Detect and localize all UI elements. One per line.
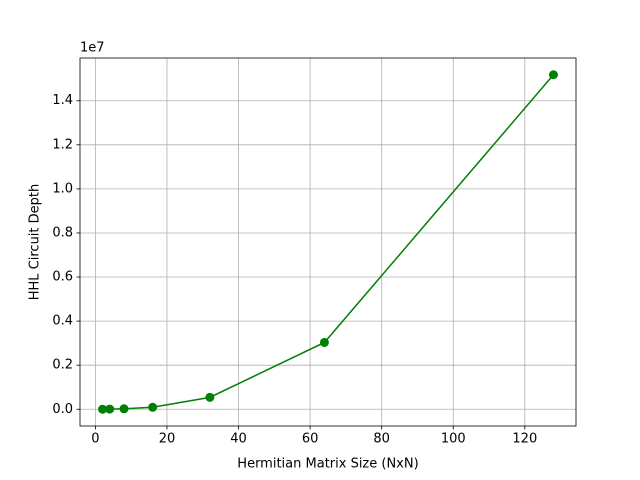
y-axis-label: HHL Circuit Depth — [28, 184, 43, 301]
y-tick-label: 1.0 — [52, 181, 73, 196]
data-point — [319, 337, 329, 347]
y-offset-label: 1e7 — [80, 41, 105, 56]
y-tick-label: 0.4 — [52, 314, 73, 329]
x-tick-label: 0 — [91, 432, 99, 447]
y-tick-label: 0.6 — [52, 270, 73, 285]
x-tick-label: 60 — [302, 432, 319, 447]
data-point — [148, 402, 158, 412]
data-point — [548, 70, 558, 80]
x-tick-label: 80 — [373, 432, 390, 447]
data-point — [98, 404, 108, 414]
y-tick-label: 0.0 — [52, 402, 73, 417]
x-axis-label: Hermitian Matrix Size (NxN) — [237, 457, 418, 472]
x-tick-label: 120 — [512, 432, 537, 447]
x-tick-label: 40 — [230, 432, 247, 447]
x-tick-label: 100 — [441, 432, 466, 447]
x-tick-label: 20 — [159, 432, 176, 447]
data-point — [105, 404, 115, 414]
y-tick-label: 0.2 — [52, 358, 73, 373]
y-tick-label: 0.8 — [52, 225, 73, 240]
data-point — [205, 392, 215, 402]
y-tick-label: 1.4 — [52, 93, 73, 108]
y-tick-label: 1.2 — [52, 137, 73, 152]
data-point — [119, 404, 129, 414]
plot-frame — [79, 57, 577, 427]
